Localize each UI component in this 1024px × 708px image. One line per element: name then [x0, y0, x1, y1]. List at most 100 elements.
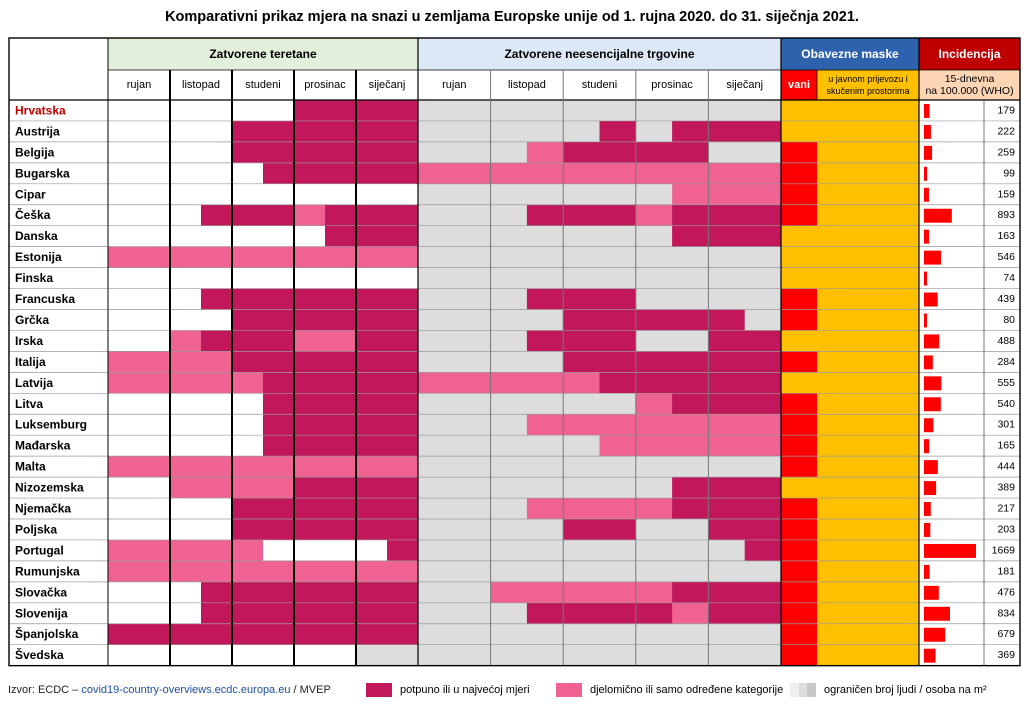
country-label: Španjolska	[15, 626, 79, 641]
incidence-value: 181	[997, 565, 1015, 577]
mask-outdoor-cell	[781, 414, 817, 436]
incidence-value: 159	[997, 188, 1015, 200]
mask-indoor-cell	[817, 602, 919, 625]
incidence-value: 488	[997, 335, 1015, 347]
legend-limited: ograničen broj ljudi / osoba na m²	[790, 680, 987, 700]
shops-cell	[418, 435, 491, 457]
mask-outdoor-cell	[781, 204, 817, 227]
gyms-cell	[232, 246, 295, 268]
gyms-cell	[232, 539, 264, 562]
country-label: Latvija	[15, 376, 53, 390]
incidence-bar	[924, 355, 933, 370]
incidence-header-label: Incidencija	[938, 47, 1000, 61]
shops-cell	[490, 225, 564, 248]
country-label: Cipar	[15, 187, 46, 201]
gyms-cell	[294, 183, 357, 206]
shops-cell	[672, 204, 709, 227]
shops-cell	[563, 225, 637, 248]
incidence-bar	[924, 124, 931, 139]
source-link[interactable]: covid19-country-overviews.ecdc.europa.eu	[81, 684, 291, 696]
incidence-value: 222	[997, 125, 1015, 137]
gyms-cell	[294, 351, 357, 373]
gyms-cell	[232, 602, 295, 625]
incidence-bar	[924, 585, 939, 600]
mask-indoor-cell	[817, 330, 919, 352]
gyms-cell	[201, 330, 233, 352]
gyms-month-label: siječanj	[369, 79, 406, 91]
mask-outdoor-cell	[781, 309, 817, 331]
gyms-cell	[232, 204, 295, 227]
country-label: Italija	[15, 355, 46, 369]
gyms-cell	[108, 602, 171, 625]
incidence-value: 369	[997, 649, 1015, 661]
gyms-cell	[356, 602, 419, 625]
gyms-cell	[170, 644, 233, 667]
incidence-value: 163	[997, 230, 1015, 242]
shops-cell	[672, 225, 709, 248]
gyms-cell	[170, 477, 233, 499]
shops-cell	[672, 393, 709, 415]
gyms-cell	[108, 267, 171, 289]
gyms-cell	[232, 351, 295, 373]
shops-cell	[635, 100, 709, 122]
gyms-cell	[356, 498, 419, 520]
shops-cell	[708, 330, 782, 352]
mask-indoor-cell	[817, 477, 919, 499]
shops-cell	[708, 120, 782, 143]
gyms-cell	[232, 100, 295, 122]
shops-cell	[708, 309, 746, 331]
shops-cell	[635, 141, 709, 164]
shops-cell	[708, 288, 782, 310]
gyms-cell	[356, 623, 419, 646]
gyms-cell	[356, 141, 419, 164]
shops-cell	[563, 393, 637, 415]
incidence-bar	[924, 271, 927, 286]
shops-cell	[563, 246, 637, 268]
gyms-cell	[294, 581, 357, 604]
country-label: Rumunjska	[15, 564, 80, 578]
gyms-cell	[108, 519, 171, 541]
incidence-bar	[924, 229, 930, 244]
gyms-cell	[294, 267, 357, 289]
shops-cell	[490, 372, 564, 394]
gyms-cell	[263, 435, 295, 457]
shops-cell	[635, 351, 709, 373]
country-label: Njemačka	[15, 502, 71, 516]
gyms-cell	[294, 498, 357, 520]
gyms-cell	[232, 498, 295, 520]
gyms-cell	[108, 539, 171, 562]
incidence-bar	[924, 187, 929, 202]
shops-cell	[672, 477, 709, 499]
gyms-cell	[263, 393, 295, 415]
shops-cell	[490, 393, 564, 415]
incidence-value: 259	[997, 146, 1015, 158]
shops-cell	[708, 204, 782, 227]
mask-indoor-cell	[817, 435, 919, 457]
gyms-cell	[232, 120, 295, 143]
legend-limited-label: ograničen broj ljudi / osoba na m²	[824, 684, 987, 696]
incidence-value: 546	[997, 251, 1015, 263]
gyms-cell	[232, 477, 295, 499]
gyms-cell	[356, 120, 419, 143]
mask-indoor-header-label: u javnom prijevozu i	[828, 74, 908, 84]
source-note: Izvor: ECDC – covid19-country-overviews.…	[8, 684, 331, 696]
incidence-value: 165	[997, 440, 1015, 452]
mask-indoor-cell	[817, 288, 919, 310]
gyms-cell	[108, 100, 171, 122]
shops-cell	[563, 519, 637, 541]
gyms-cell	[108, 560, 171, 583]
shops-cell	[635, 581, 673, 604]
incidence-value: 217	[997, 503, 1015, 515]
gyms-cell	[170, 100, 233, 122]
shops-cell	[708, 498, 782, 520]
gyms-cell	[356, 225, 419, 248]
shops-cell	[563, 498, 637, 520]
country-label: Portugal	[15, 543, 64, 557]
masks-header-bg	[781, 38, 919, 70]
shops-cell	[526, 330, 564, 352]
incidence-bar	[924, 376, 942, 391]
country-label: Estonija	[15, 250, 62, 264]
mask-indoor-cell	[817, 372, 919, 394]
gyms-cell	[232, 372, 264, 394]
mask-indoor-cell	[817, 225, 919, 248]
